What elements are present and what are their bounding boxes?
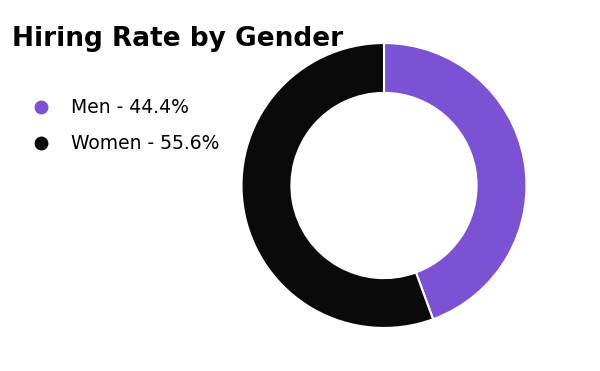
Wedge shape (384, 43, 526, 319)
Legend: Men - 44.4%, Women - 55.6%: Men - 44.4%, Women - 55.6% (15, 91, 227, 161)
Wedge shape (242, 43, 433, 328)
Text: Hiring Rate by Gender: Hiring Rate by Gender (12, 26, 343, 52)
